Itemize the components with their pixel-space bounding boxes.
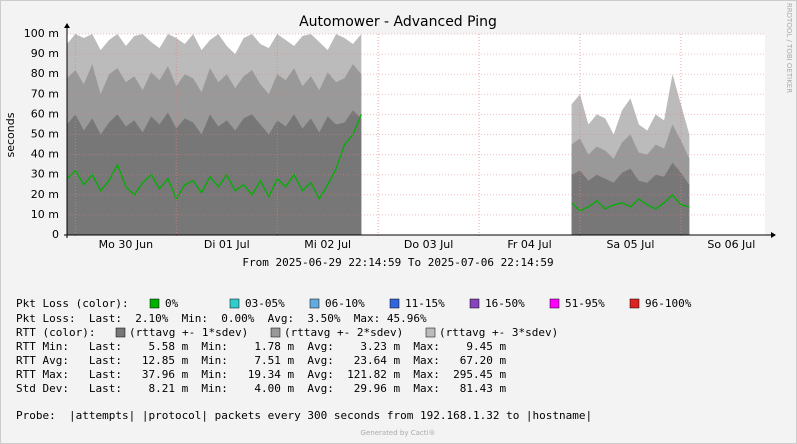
loss-swatch: [229, 298, 240, 309]
side-label: RRDTOOL / TOBI OETIKER: [785, 3, 793, 93]
y-tick-label: 90 m: [31, 47, 59, 60]
x-tick-label: Sa 05 Jul: [606, 238, 654, 251]
chart-title: Automower - Advanced Ping: [299, 14, 497, 30]
legend-swatch: [270, 327, 281, 338]
median-line: [66, 114, 690, 212]
y-tick-label: 20 m: [31, 188, 59, 201]
loss-legend-label: 16-50%: [485, 297, 525, 310]
legend-label: (rttavg +- 3*sdev): [439, 326, 558, 339]
loss-swatch: [549, 298, 560, 309]
loss-swatch: [469, 298, 480, 309]
loss-legend-label: 0%: [165, 297, 179, 310]
y-tick-label: 50 m: [31, 128, 59, 141]
smoke-band: [67, 110, 690, 235]
loss-legend-title: Pkt Loss (color):: [16, 297, 129, 310]
y-tick-label: 0: [52, 228, 59, 241]
y-tick-label: 60 m: [31, 107, 59, 120]
loss-swatch: [629, 298, 640, 309]
loss-legend-label: 51-95%: [565, 297, 605, 310]
y-tick-label: 10 m: [31, 208, 59, 221]
y-tick-label: 100 m: [24, 27, 59, 40]
rtt-stats: RTT Avg: Last: 12.85 m Min: 7.51 m Avg: …: [16, 354, 506, 367]
legend-swatch: [115, 327, 126, 338]
loss-legend-label: 03-05%: [245, 297, 285, 310]
legend-label: (rttavg +- 2*sdev): [284, 326, 403, 339]
loss-legend-label: 96-100%: [645, 297, 692, 310]
loss-swatch: [389, 298, 400, 309]
axis-arrow: [64, 23, 70, 28]
x-tick-label: Fr 04 Jul: [507, 238, 551, 251]
rtt-stats: RTT Max: Last: 37.96 m Min: 19.34 m Avg:…: [16, 368, 506, 381]
loss-swatch: [309, 298, 320, 309]
loss-legend-label: 11-15%: [405, 297, 445, 310]
loss-swatch: [149, 298, 160, 309]
rtt-stats: RTT Min: Last: 5.58 m Min: 1.78 m Avg: 3…: [16, 340, 506, 353]
loss-stats: Pkt Loss: Last: 2.10% Min: 0.00% Avg: 3.…: [16, 312, 427, 325]
y-tick-label: 40 m: [31, 148, 59, 161]
probe: Probe: |attempts| |protocol| packets eve…: [16, 409, 592, 422]
y-axis-label: seconds: [4, 112, 17, 157]
generator: Generated by Cacti®: [361, 429, 436, 437]
x-tick-label: Di 01 Jul: [204, 238, 250, 251]
loss-legend-label: 06-10%: [325, 297, 365, 310]
rtt-stats: Std Dev: Last: 8.21 m Min: 4.00 m Avg: 2…: [16, 382, 506, 395]
x-tick-label: Mi 02 Jul: [304, 238, 351, 251]
x-tick-label: Do 03 Jul: [404, 238, 453, 251]
axis-arrow: [771, 232, 776, 238]
y-tick-label: 30 m: [31, 168, 59, 181]
x-tick-label: Mo 30 Jun: [99, 238, 153, 251]
y-tick-label: 80 m: [31, 67, 59, 80]
y-tick-label: 70 m: [31, 87, 59, 100]
period: From 2025-06-29 22:14:59 To 2025-07-06 2…: [242, 256, 553, 269]
rtt-legend-title: RTT (color):: [16, 326, 95, 339]
legend-swatch: [425, 327, 436, 338]
legend-label: (rttavg +- 1*sdev): [129, 326, 248, 339]
x-tick-label: So 06 Jul: [707, 238, 755, 251]
